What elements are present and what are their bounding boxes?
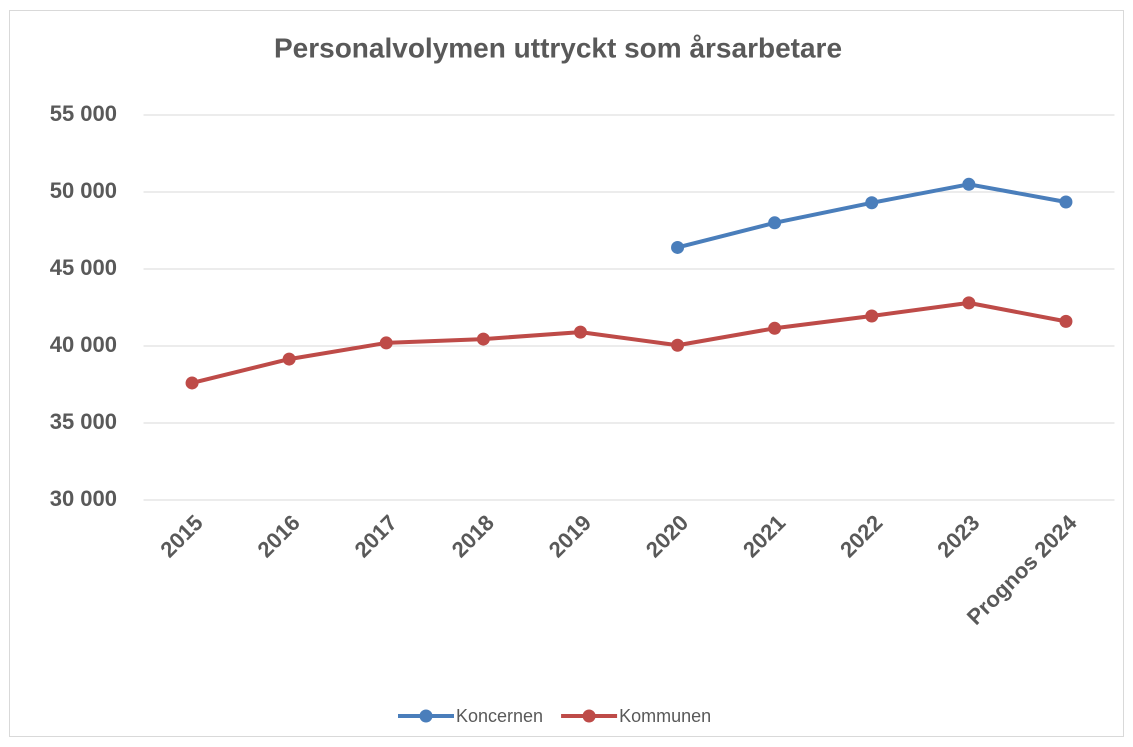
data-point <box>962 296 976 310</box>
data-point <box>865 309 879 323</box>
y-tick-label: 45 000 <box>50 255 117 280</box>
chart-border <box>9 10 1124 737</box>
data-point <box>282 352 296 366</box>
data-point <box>573 325 587 339</box>
data-point <box>476 332 490 346</box>
series-line <box>191 300 1067 385</box>
data-point <box>1059 314 1073 328</box>
data-point <box>865 196 879 210</box>
data-point <box>962 177 976 191</box>
y-tick-label: 55 000 <box>50 101 117 126</box>
data-point <box>671 338 685 352</box>
y-tick-label: 35 000 <box>50 409 117 434</box>
data-point <box>1059 195 1073 209</box>
data-point <box>768 216 782 230</box>
y-tick-label: 50 000 <box>50 178 117 203</box>
legend-label: Kommunen <box>619 706 711 726</box>
legend-marker <box>582 709 596 723</box>
y-tick-label: 30 000 <box>50 486 117 511</box>
data-point <box>671 240 685 254</box>
legend-marker <box>419 709 433 723</box>
y-tick-label: 40 000 <box>50 332 117 357</box>
data-point <box>379 336 393 350</box>
chart-title: Personalvolymen uttryckt som årsarbetare <box>274 32 842 63</box>
data-point <box>768 321 782 335</box>
data-point <box>185 376 199 390</box>
legend-label: Koncernen <box>456 706 543 726</box>
